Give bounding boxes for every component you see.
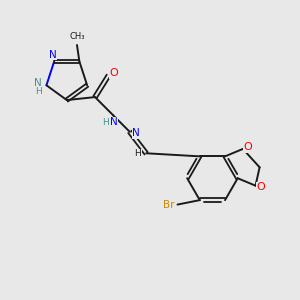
Text: Br: Br: [164, 200, 175, 210]
Text: O: O: [256, 182, 265, 192]
Text: H: H: [35, 87, 41, 96]
Text: O: O: [244, 142, 253, 152]
Text: H: H: [134, 149, 141, 158]
Text: O: O: [110, 68, 118, 78]
Text: CH₃: CH₃: [69, 32, 85, 41]
Text: N: N: [49, 50, 57, 60]
Text: N: N: [34, 78, 42, 88]
Text: H: H: [102, 118, 109, 127]
Text: N: N: [110, 117, 118, 127]
Text: N: N: [133, 128, 140, 138]
